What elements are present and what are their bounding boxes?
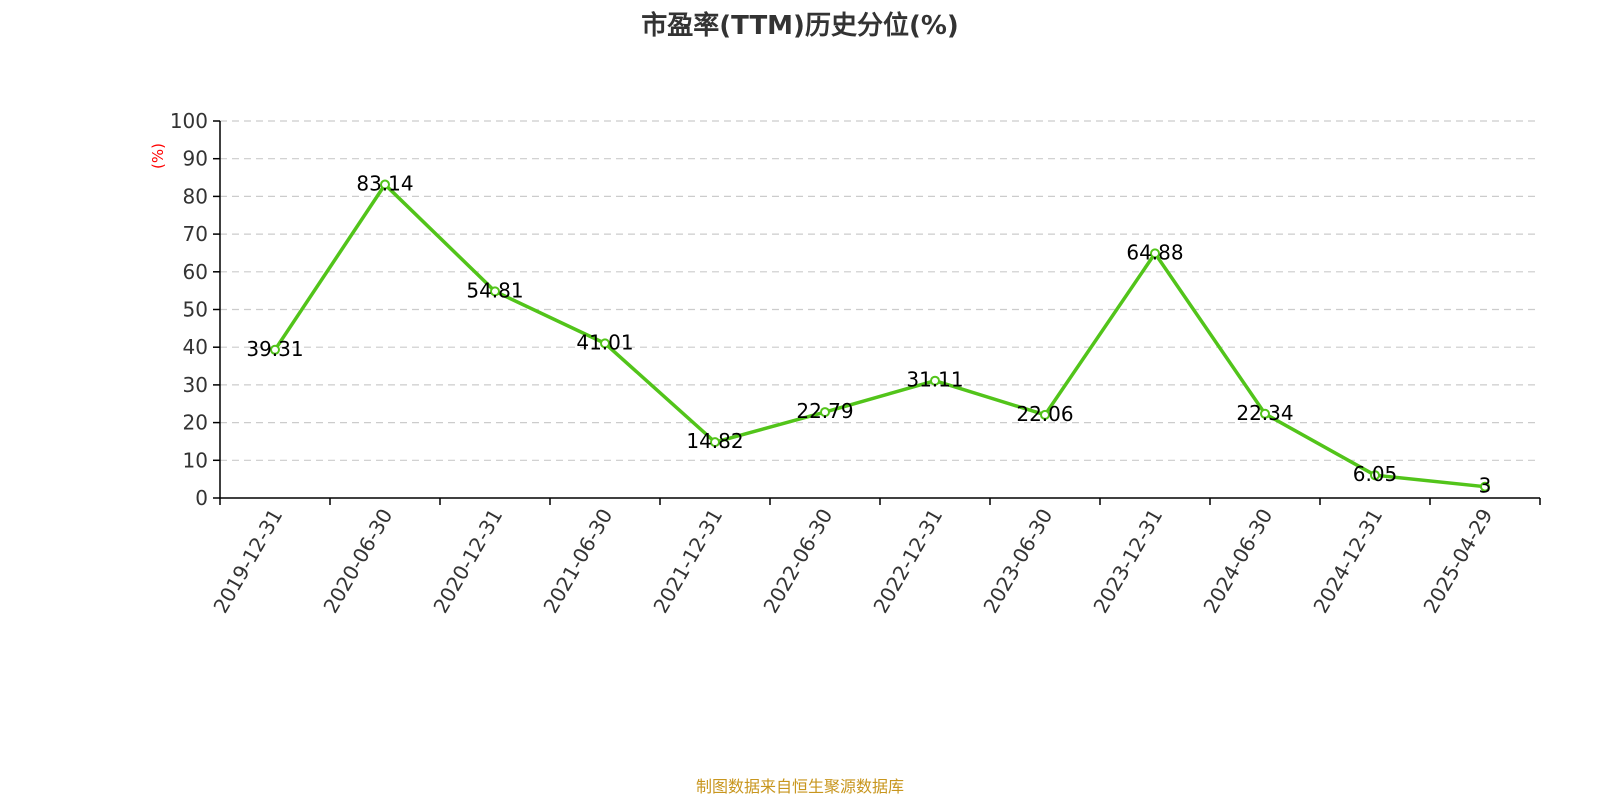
data-label: 22.79 — [796, 399, 853, 423]
data-point — [1040, 409, 1050, 420]
x-tick-label: 2019-12-31 — [208, 505, 287, 618]
data-label: 3 — [1479, 474, 1492, 498]
x-tick-label: 2022-12-31 — [868, 505, 947, 618]
data-point — [270, 344, 280, 355]
data-point — [1370, 470, 1380, 481]
chart-title: 市盈率(TTM)历史分位(%) — [641, 10, 959, 41]
x-tick-label: 2023-06-30 — [978, 505, 1057, 618]
x-tick-label: 2020-12-31 — [428, 505, 507, 618]
data-label: 41.01 — [576, 330, 633, 354]
x-tick-label: 2021-06-30 — [538, 505, 617, 618]
y-axis-unit: (%) — [149, 143, 167, 169]
data-point — [930, 375, 940, 386]
x-tick-label: 2023-12-31 — [1088, 505, 1167, 618]
y-tick-label: 70 — [183, 222, 208, 246]
y-axis-ticks: 0 10 20 30 40 50 60 70 80 90 100 — [170, 109, 220, 510]
y-tick-label: 0 — [195, 486, 208, 510]
data-label: 22.34 — [1236, 401, 1293, 425]
x-tick-label: 2022-06-30 — [758, 505, 837, 618]
series-layer — [270, 179, 1490, 492]
y-tick-label: 40 — [183, 335, 208, 359]
data-label: 22.06 — [1016, 402, 1073, 426]
y-tick-label: 60 — [183, 260, 208, 284]
y-tick-label: 80 — [183, 184, 208, 208]
y-tick-label: 10 — [183, 448, 208, 472]
data-point — [1260, 408, 1270, 419]
data-point — [1480, 481, 1490, 492]
data-point — [710, 437, 720, 448]
data-label: 54.81 — [466, 278, 523, 302]
data-label: 64.88 — [1126, 240, 1183, 264]
y-tick-label: 100 — [170, 109, 208, 133]
series-line — [273, 182, 1487, 489]
data-label: 83.14 — [356, 172, 413, 196]
data-labels: 39.31 83.14 54.81 41.01 14.82 22.79 31.11 22.06… — [246, 172, 1491, 498]
data-source-note: 制图数据来自恒生聚源数据库 — [696, 777, 904, 796]
data-label: 31.11 — [906, 368, 963, 392]
data-point — [380, 179, 390, 190]
data-point — [820, 407, 830, 418]
data-label: 6.05 — [1353, 462, 1398, 486]
y-tick-label: 90 — [183, 147, 208, 171]
y-tick-label: 30 — [183, 373, 208, 397]
data-point — [600, 338, 610, 349]
y-tick-label: 20 — [183, 411, 208, 435]
x-tick-label: 2024-12-31 — [1308, 505, 1387, 618]
x-axis-ticks: 2019-12-31 2020-06-30 2020-12-31 2021-06-30… — [208, 498, 1541, 618]
data-label: 14.82 — [686, 429, 743, 453]
x-tick-label: 2025-04-29 — [1418, 505, 1497, 618]
data-label: 39.31 — [246, 337, 303, 361]
data-point — [1150, 248, 1160, 259]
x-tick-label: 2024-06-30 — [1198, 505, 1277, 618]
grid-lines — [220, 120, 1540, 461]
y-tick-label: 50 — [183, 298, 208, 322]
x-tick-label: 2021-12-31 — [648, 505, 727, 618]
x-tick-label: 2020-06-30 — [318, 505, 397, 618]
data-point — [490, 286, 500, 297]
